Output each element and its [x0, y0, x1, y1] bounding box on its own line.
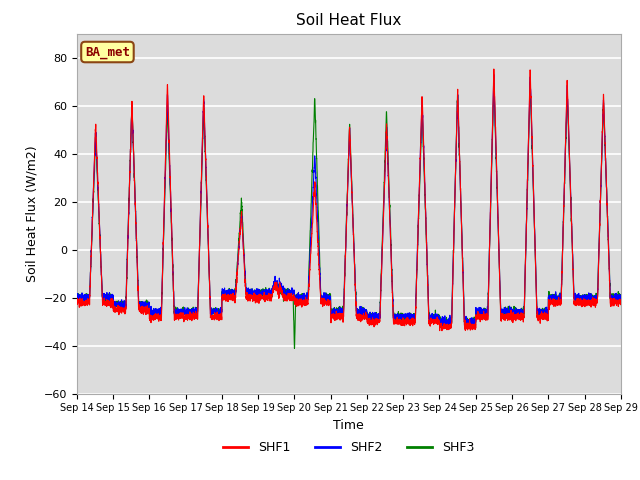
Title: Soil Heat Flux: Soil Heat Flux: [296, 13, 401, 28]
Text: BA_met: BA_met: [85, 46, 130, 59]
Legend: SHF1, SHF2, SHF3: SHF1, SHF2, SHF3: [218, 436, 480, 459]
X-axis label: Time: Time: [333, 419, 364, 432]
Y-axis label: Soil Heat Flux (W/m2): Soil Heat Flux (W/m2): [25, 145, 38, 282]
